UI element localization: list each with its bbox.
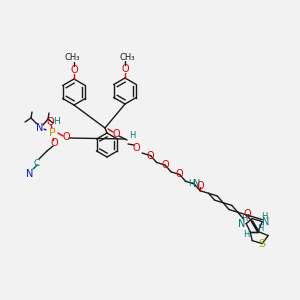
Text: N: N [262,217,270,226]
Text: H: H [129,131,135,140]
Text: S: S [259,238,266,249]
Text: O: O [70,65,78,75]
Text: H: H [243,230,249,239]
Text: N: N [26,169,34,179]
Text: H: H [188,179,194,188]
Text: N: N [238,219,246,229]
Text: O: O [46,117,54,127]
Text: H: H [261,212,267,221]
Text: O: O [147,151,154,160]
Text: CH₃: CH₃ [119,52,135,62]
Text: CH₃: CH₃ [64,53,80,62]
Text: H: H [241,214,247,223]
Text: O: O [62,132,70,142]
Text: H: H [52,118,59,127]
Text: O: O [112,129,120,139]
Text: P: P [49,128,56,138]
Text: O: O [161,160,169,170]
Text: O: O [121,64,129,74]
Text: O: O [50,138,58,148]
Text: O: O [243,208,251,219]
Text: C: C [34,158,40,167]
Text: O: O [176,169,183,179]
Text: N: N [36,123,44,133]
Text: O: O [132,143,140,153]
Text: O: O [196,181,204,191]
Text: N: N [194,179,201,189]
Text: H: H [257,224,263,233]
